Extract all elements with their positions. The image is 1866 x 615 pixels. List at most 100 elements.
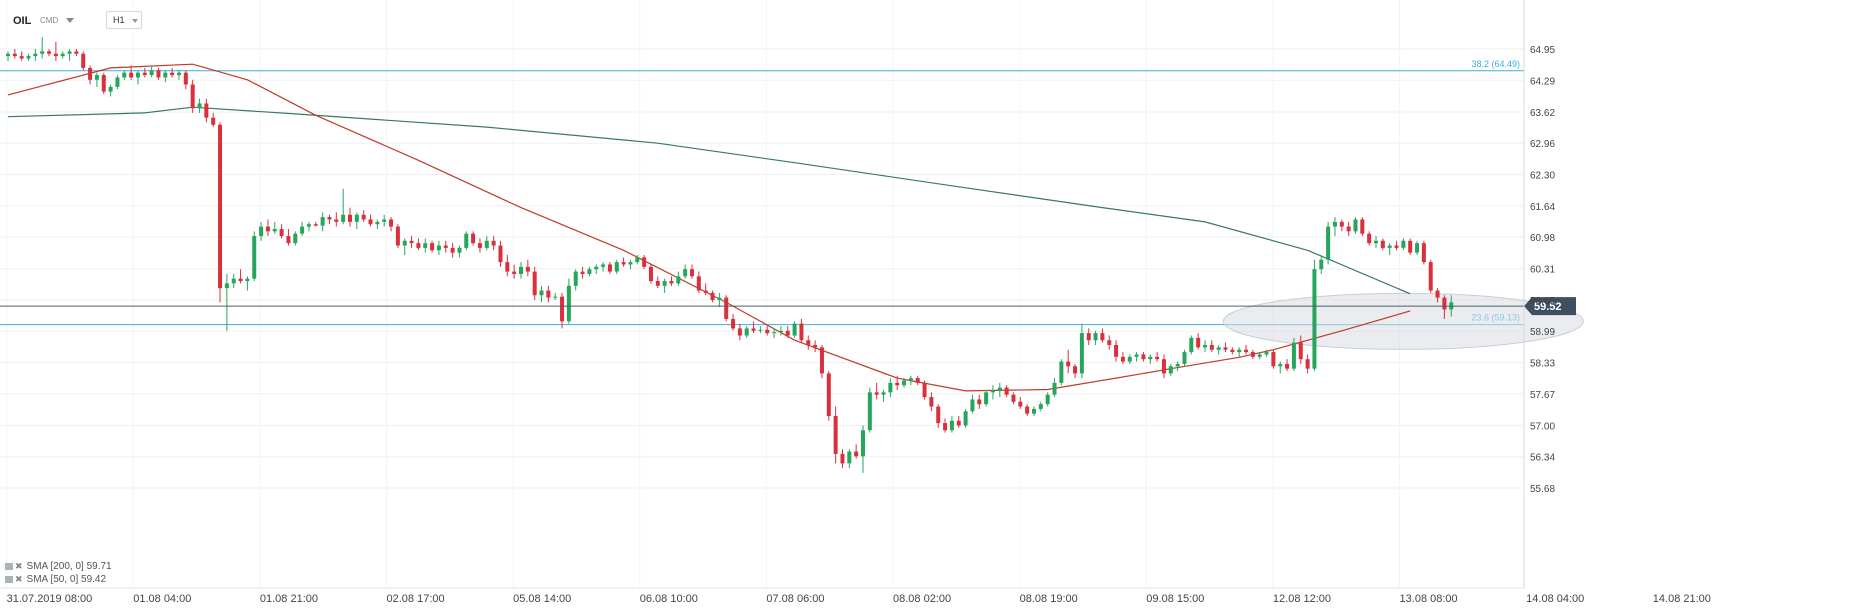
candle[interactable]: [1134, 352, 1139, 362]
candle[interactable]: [1141, 352, 1146, 362]
candle[interactable]: [772, 328, 777, 338]
candle[interactable]: [710, 290, 715, 303]
candle[interactable]: [1223, 342, 1228, 353]
candle[interactable]: [997, 382, 1002, 398]
candle[interactable]: [279, 224, 284, 239]
candle[interactable]: [300, 221, 305, 237]
candle[interactable]: [1421, 240, 1426, 265]
candle[interactable]: [1107, 335, 1112, 350]
candle[interactable]: [1209, 340, 1214, 353]
candle[interactable]: [190, 79, 195, 113]
settings-icon[interactable]: [5, 576, 13, 583]
candle[interactable]: [1114, 340, 1119, 362]
candle[interactable]: [751, 321, 756, 334]
candle[interactable]: [265, 219, 270, 237]
candle[interactable]: [1339, 219, 1344, 232]
candle[interactable]: [122, 70, 127, 80]
candle[interactable]: [1353, 217, 1358, 234]
candle[interactable]: [67, 49, 72, 61]
candle[interactable]: [929, 392, 934, 412]
candle[interactable]: [1387, 243, 1392, 256]
candle[interactable]: [1011, 392, 1016, 405]
candle[interactable]: [874, 382, 879, 400]
candle[interactable]: [53, 41, 58, 61]
candle[interactable]: [573, 269, 578, 291]
candle[interactable]: [1182, 349, 1187, 367]
candle[interactable]: [984, 389, 989, 407]
candle[interactable]: [1196, 333, 1201, 350]
candle[interactable]: [33, 49, 38, 61]
candle[interactable]: [785, 326, 790, 338]
candle[interactable]: [1127, 354, 1132, 364]
candle[interactable]: [1237, 347, 1242, 357]
candle[interactable]: [231, 273, 236, 289]
candle[interactable]: [272, 221, 277, 234]
candle[interactable]: [1161, 354, 1166, 379]
candle[interactable]: [423, 238, 428, 253]
candle[interactable]: [1380, 238, 1385, 251]
candle[interactable]: [1250, 349, 1255, 360]
candle[interactable]: [1120, 352, 1125, 364]
candle[interactable]: [60, 51, 65, 59]
candle[interactable]: [703, 283, 708, 296]
candle[interactable]: [881, 389, 886, 402]
candle[interactable]: [204, 98, 209, 123]
candle[interactable]: [395, 224, 400, 248]
candle[interactable]: [142, 67, 147, 78]
candle[interactable]: [450, 243, 455, 258]
candle[interactable]: [970, 394, 975, 414]
candle[interactable]: [149, 65, 154, 78]
candle[interactable]: [778, 326, 783, 336]
candle[interactable]: [430, 240, 435, 253]
candle[interactable]: [238, 269, 243, 284]
candle[interactable]: [724, 295, 729, 322]
candle[interactable]: [375, 219, 380, 229]
candle[interactable]: [1073, 363, 1078, 379]
candle[interactable]: [252, 231, 257, 282]
candle[interactable]: [129, 65, 134, 80]
candle[interactable]: [457, 245, 462, 258]
candle[interactable]: [505, 255, 510, 277]
candle[interactable]: [854, 444, 859, 459]
candle[interactable]: [348, 207, 352, 227]
timeframe-select[interactable]: H1: [106, 11, 142, 29]
candle[interactable]: [115, 75, 120, 90]
candle[interactable]: [443, 240, 448, 253]
candle[interactable]: [361, 210, 366, 222]
candle[interactable]: [553, 292, 558, 300]
candle[interactable]: [737, 323, 742, 341]
settings-icon[interactable]: [5, 563, 13, 570]
candle[interactable]: [922, 380, 927, 400]
candle[interactable]: [1230, 347, 1235, 355]
candle[interactable]: [471, 231, 476, 246]
candle[interactable]: [389, 217, 394, 232]
candle[interactable]: [1305, 354, 1310, 374]
candle[interactable]: [587, 266, 592, 277]
candle[interactable]: [1148, 354, 1153, 364]
candle[interactable]: [1374, 236, 1378, 248]
candle[interactable]: [683, 264, 688, 279]
candle[interactable]: [758, 326, 763, 334]
candle[interactable]: [74, 49, 79, 57]
candle[interactable]: [477, 238, 482, 253]
candle[interactable]: [341, 188, 346, 225]
candle[interactable]: [101, 72, 106, 94]
candle[interactable]: [696, 271, 701, 293]
candle[interactable]: [484, 236, 489, 251]
candle[interactable]: [382, 214, 387, 227]
candle[interactable]: [642, 255, 647, 270]
candle[interactable]: [1079, 323, 1084, 379]
candle[interactable]: [847, 449, 852, 469]
candle[interactable]: [1435, 288, 1440, 303]
candle[interactable]: [1332, 217, 1337, 237]
candle[interactable]: [1271, 349, 1276, 369]
candle[interactable]: [1052, 378, 1057, 398]
candle[interactable]: [566, 278, 571, 324]
candle[interactable]: [218, 122, 223, 303]
candle[interactable]: [368, 214, 373, 227]
candle[interactable]: [1408, 238, 1413, 256]
candle[interactable]: [1367, 231, 1372, 246]
candle[interactable]: [88, 65, 93, 85]
